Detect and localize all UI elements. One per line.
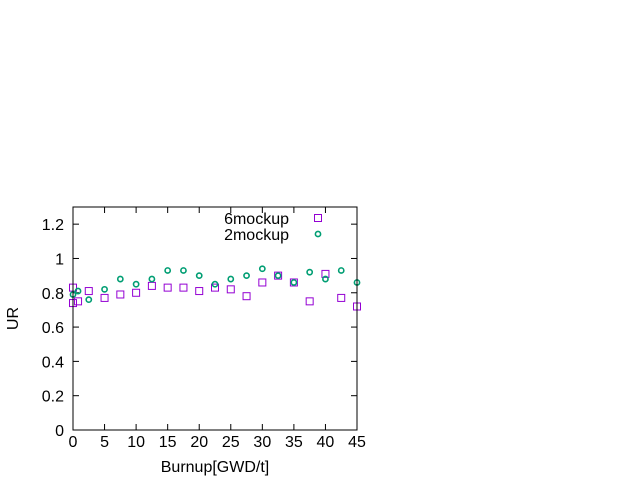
data-point xyxy=(101,285,108,293)
data-point xyxy=(321,269,330,278)
legend-label: 6mockup xyxy=(224,211,289,228)
y-axis-ticks: 0 0.2 0.4 0.6 0.8 1 1.2 xyxy=(42,217,357,440)
data-point xyxy=(258,265,266,273)
x-tick-label: 20 xyxy=(190,434,208,451)
x-tick-label: 25 xyxy=(222,434,240,451)
data-point xyxy=(289,278,298,287)
x-tick-label: 30 xyxy=(253,434,271,451)
y-tick-label: 0.4 xyxy=(42,354,64,371)
x-tick-label: 45 xyxy=(348,434,366,451)
data-point xyxy=(322,275,329,283)
x-axis-title: Burnup[GWD/t] xyxy=(161,459,269,476)
y-tick-label: 0.2 xyxy=(42,389,64,406)
data-point xyxy=(148,275,156,283)
plot-frame xyxy=(72,206,358,431)
data-point xyxy=(100,293,109,302)
x-tick-label: 5 xyxy=(100,434,109,451)
series-6mockup xyxy=(69,269,361,311)
data-point xyxy=(195,272,203,280)
data-point xyxy=(258,278,267,287)
data-point xyxy=(306,268,314,276)
y-tick-label: 1 xyxy=(55,251,64,268)
series-2mockup xyxy=(69,265,361,304)
data-point xyxy=(337,293,346,302)
x-tick-label: 15 xyxy=(159,434,177,451)
data-point xyxy=(116,290,125,299)
data-point xyxy=(132,280,140,288)
x-tick-label: 35 xyxy=(285,434,303,451)
y-tick-label: 0 xyxy=(55,423,64,440)
data-point xyxy=(211,283,219,292)
data-point xyxy=(274,272,282,280)
x-tick-label: 10 xyxy=(127,434,145,451)
data-point xyxy=(180,267,187,274)
data-point xyxy=(116,275,124,283)
legend-marker xyxy=(314,214,322,222)
data-point xyxy=(226,285,235,294)
data-point xyxy=(164,267,172,274)
data-point xyxy=(274,271,283,280)
data-point xyxy=(132,288,141,297)
series-layer xyxy=(69,265,361,311)
data-point xyxy=(305,297,314,306)
data-point xyxy=(242,292,251,301)
data-point xyxy=(147,281,156,290)
data-point xyxy=(195,287,204,296)
data-point xyxy=(243,272,250,280)
data-point xyxy=(211,280,219,288)
data-point xyxy=(85,296,93,304)
data-point xyxy=(84,287,93,296)
y-tick-label: 0.8 xyxy=(42,286,64,303)
y-axis-title: UR xyxy=(5,307,22,330)
data-point xyxy=(290,279,298,286)
y-tick-label: 0.6 xyxy=(42,320,64,337)
data-point xyxy=(337,267,345,274)
legend-label: 2mockup xyxy=(224,227,289,244)
legend-marker xyxy=(314,230,322,238)
y-tick-label: 1.2 xyxy=(42,217,64,234)
data-point xyxy=(74,297,83,306)
x-tick-label: 0 xyxy=(69,434,78,451)
data-point xyxy=(227,275,235,283)
x-axis-ticks: 0 5 10 15 20 25 30 35 40 45 xyxy=(69,207,366,451)
data-point xyxy=(74,287,82,295)
data-point xyxy=(163,283,172,292)
x-tick-label: 40 xyxy=(317,434,335,451)
data-point xyxy=(179,283,188,292)
